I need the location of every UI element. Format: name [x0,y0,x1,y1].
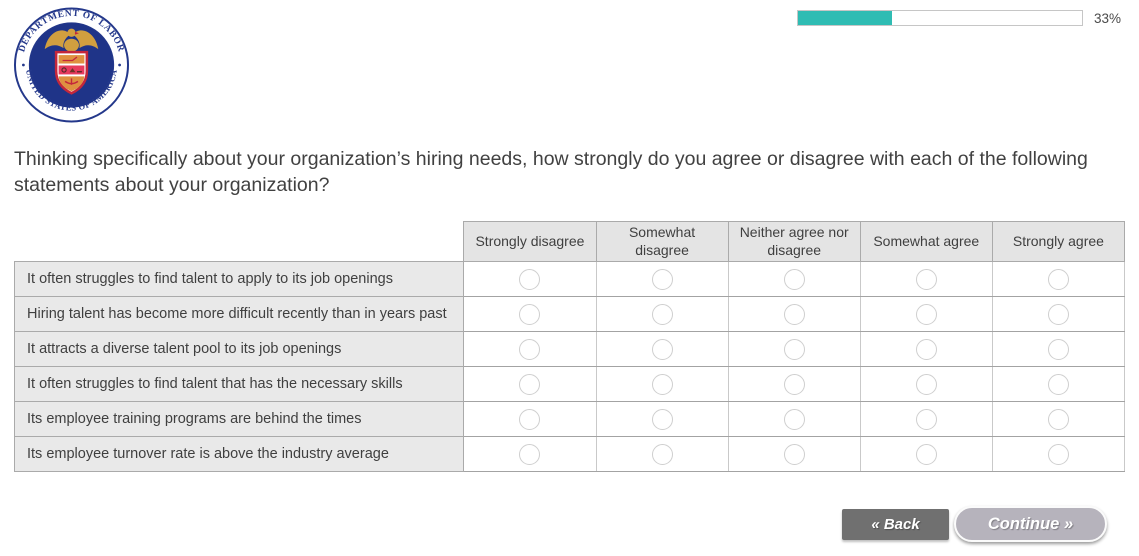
radio-r1-c4[interactable] [915,268,937,290]
radio-r4-c5[interactable] [1047,373,1069,395]
row-statement-6: Its employee turnover rate is above the … [13,436,465,472]
option-cell-r1-c3[interactable] [727,261,861,297]
radio-r3-c1[interactable] [519,338,541,360]
radio-r3-c5[interactable] [1047,338,1069,360]
radio-r2-c2[interactable] [651,303,673,325]
option-cell-r1-c4[interactable] [859,261,993,297]
option-cell-r6-c4[interactable] [859,436,993,472]
question-text: Thinking specifically about your organiz… [14,148,1088,196]
radio-r1-c5[interactable] [1047,268,1069,290]
column-header-4: Somewhat agree [859,221,993,262]
option-cell-r3-c4[interactable] [859,331,993,367]
row-statement-4: It often struggles to find talent that h… [13,366,465,402]
option-cell-r5-c5[interactable] [991,401,1126,437]
radio-r5-c1[interactable] [519,408,541,430]
option-cell-r6-c2[interactable] [595,436,729,472]
progress-track [797,10,1083,26]
radio-r5-c5[interactable] [1047,408,1069,430]
option-cell-r4-c4[interactable] [859,366,993,402]
radio-r3-c4[interactable] [915,338,937,360]
radio-r4-c1[interactable] [519,373,541,395]
option-cell-r3-c3[interactable] [727,331,861,367]
radio-r5-c3[interactable] [783,408,805,430]
eagle-icon [44,28,99,52]
row-statement-3: It attracts a diverse talent pool to its… [13,331,465,367]
radio-r2-c4[interactable] [915,303,937,325]
radio-r2-c1[interactable] [519,303,541,325]
column-header-3: Neither agree nor disagree [727,221,861,262]
column-header-2: Somewhat disagree [595,221,729,262]
radio-r4-c3[interactable] [783,373,805,395]
option-cell-r6-c1[interactable] [463,436,597,472]
back-button[interactable]: « Back [842,509,949,540]
radio-r6-c3[interactable] [783,443,805,465]
table-row-1: It often struggles to find talent to app… [13,261,1126,297]
row-statement-2: Hiring talent has become more difficult … [13,296,465,332]
option-cell-r1-c2[interactable] [595,261,729,297]
option-cell-r2-c3[interactable] [727,296,861,332]
option-cell-r3-c5[interactable] [991,331,1126,367]
radio-r3-c2[interactable] [651,338,673,360]
continue-button[interactable]: Continue » [954,506,1107,542]
radio-r3-c3[interactable] [783,338,805,360]
option-cell-r5-c2[interactable] [595,401,729,437]
row-statement-5: Its employee training programs are behin… [13,401,465,437]
option-cell-r4-c2[interactable] [595,366,729,402]
radio-r6-c4[interactable] [915,443,937,465]
progress-bar: 33% [797,10,1127,27]
option-cell-r3-c2[interactable] [595,331,729,367]
radio-r5-c2[interactable] [651,408,673,430]
column-header-1: Strongly disagree [463,221,597,262]
row-statement-1: It often struggles to find talent to app… [13,261,465,297]
option-cell-r5-c4[interactable] [859,401,993,437]
radio-r1-c2[interactable] [651,268,673,290]
progress-percent: 33% [1094,11,1122,26]
matrix-table: Strongly disagree Somewhat disagree Neithe… [13,221,1126,472]
option-cell-r6-c3[interactable] [727,436,861,472]
option-cell-r3-c1[interactable] [463,331,597,367]
option-cell-r1-c5[interactable] [991,261,1126,297]
radio-r4-c4[interactable] [915,373,937,395]
radio-r2-c5[interactable] [1047,303,1069,325]
table-row-4: It often struggles to find talent that h… [13,366,1126,402]
option-cell-r2-c1[interactable] [463,296,597,332]
table-row-2: Hiring talent has become more difficult … [13,296,1126,332]
option-cell-r1-c1[interactable] [463,261,597,297]
table-row-6: Its employee turnover rate is above the … [13,436,1126,472]
option-cell-r5-c3[interactable] [727,401,861,437]
radio-r1-c1[interactable] [519,268,541,290]
table-row-3: It attracts a diverse talent pool to its… [13,331,1126,367]
table-row-5: Its employee training programs are behin… [13,401,1126,437]
radio-r6-c5[interactable] [1047,443,1069,465]
radio-r4-c2[interactable] [651,373,673,395]
matrix-corner-cell [14,221,464,262]
radio-r1-c3[interactable] [783,268,805,290]
option-cell-r4-c3[interactable] [727,366,861,402]
option-cell-r4-c1[interactable] [463,366,597,402]
dol-seal-logo: DEPARTMENT OF LABOR UNITED STATES OF AME… [13,7,130,123]
option-cell-r5-c1[interactable] [463,401,597,437]
option-cell-r2-c4[interactable] [859,296,993,332]
option-cell-r4-c5[interactable] [991,366,1126,402]
option-cell-r6-c5[interactable] [991,436,1126,472]
matrix-header-row: Strongly disagree Somewhat disagree Neithe… [14,221,1126,262]
radio-r2-c3[interactable] [783,303,805,325]
radio-r5-c4[interactable] [915,408,937,430]
option-cell-r2-c2[interactable] [595,296,729,332]
radio-r6-c1[interactable] [519,443,541,465]
shield-icon [54,50,89,95]
column-header-5: Strongly agree [991,221,1126,262]
progress-fill [798,11,892,25]
option-cell-r2-c5[interactable] [991,296,1126,332]
radio-r6-c2[interactable] [651,443,673,465]
